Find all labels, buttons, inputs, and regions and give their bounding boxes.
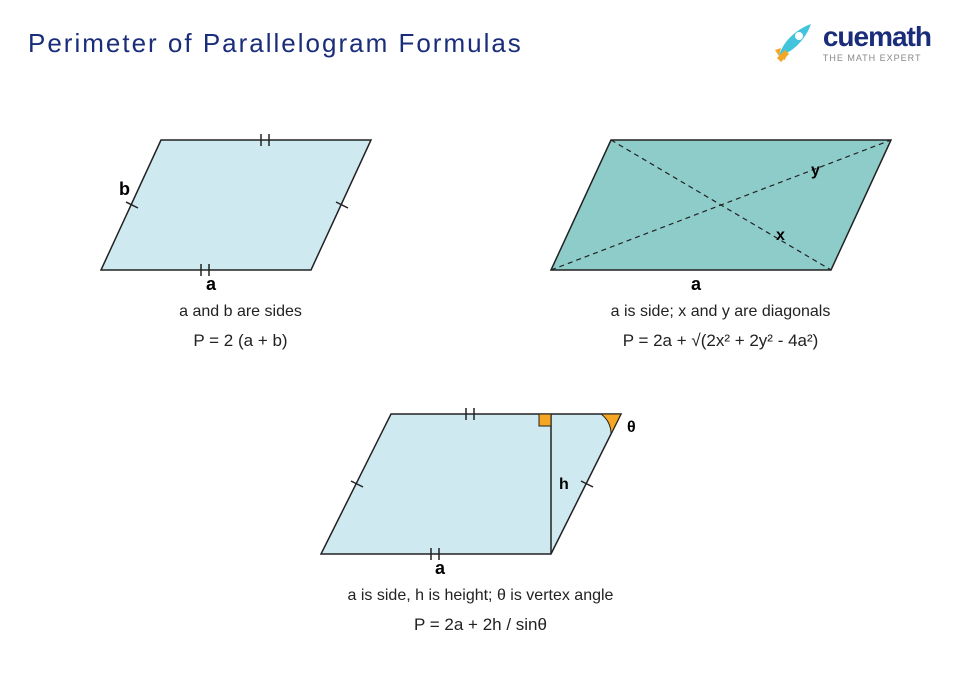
brand-logo: cuemath THE MATH EXPERT (771, 20, 931, 64)
formula-height: P = 2a + 2h / sinθ (414, 615, 547, 634)
figure-diagonals: y x a a is side; x and y are diagonals P… (501, 110, 941, 354)
page-title: Perimeter of Parallelogram Formulas (28, 28, 523, 59)
caption-label-sides: a and b are sides (21, 300, 461, 324)
caption-label-height: a is side, h is height; θ is vertex angl… (231, 584, 731, 608)
label-b: b (119, 179, 130, 199)
label-theta: θ (627, 419, 636, 436)
label-a: a (206, 274, 217, 290)
logo-text: cuemath (823, 21, 931, 53)
caption-label-diagonals: a is side; x and y are diagonals (501, 300, 941, 324)
label-h: h (559, 476, 569, 493)
label-a2: a (691, 274, 702, 290)
figure-sides: b a a and b are sides P = 2 (a + b) (21, 110, 461, 354)
caption-height: a is side, h is height; θ is vertex angl… (231, 584, 731, 638)
parallelogram-sides-svg: b a (91, 120, 391, 290)
caption-sides: a and b are sides P = 2 (a + b) (21, 300, 461, 354)
caption-diagonals: a is side; x and y are diagonals P = 2a … (501, 300, 941, 354)
parallelogram-diagonals-svg: y x a (541, 120, 901, 290)
formula-diagonals: P = 2a + √(2x² + 2y² - 4a²) (623, 331, 819, 350)
logo-tagline: THE MATH EXPERT (823, 53, 931, 63)
parallelogram-height-svg: θ h a (311, 394, 651, 574)
label-y: y (811, 162, 820, 179)
figures-container: b a a and b are sides P = 2 (a + b) y x … (0, 100, 961, 668)
figure-height: θ h a a is side, h is height; θ is verte… (231, 394, 731, 638)
label-x: x (776, 227, 785, 244)
label-a3: a (435, 558, 446, 574)
formula-sides: P = 2 (a + b) (193, 331, 287, 350)
rocket-icon (771, 20, 815, 64)
